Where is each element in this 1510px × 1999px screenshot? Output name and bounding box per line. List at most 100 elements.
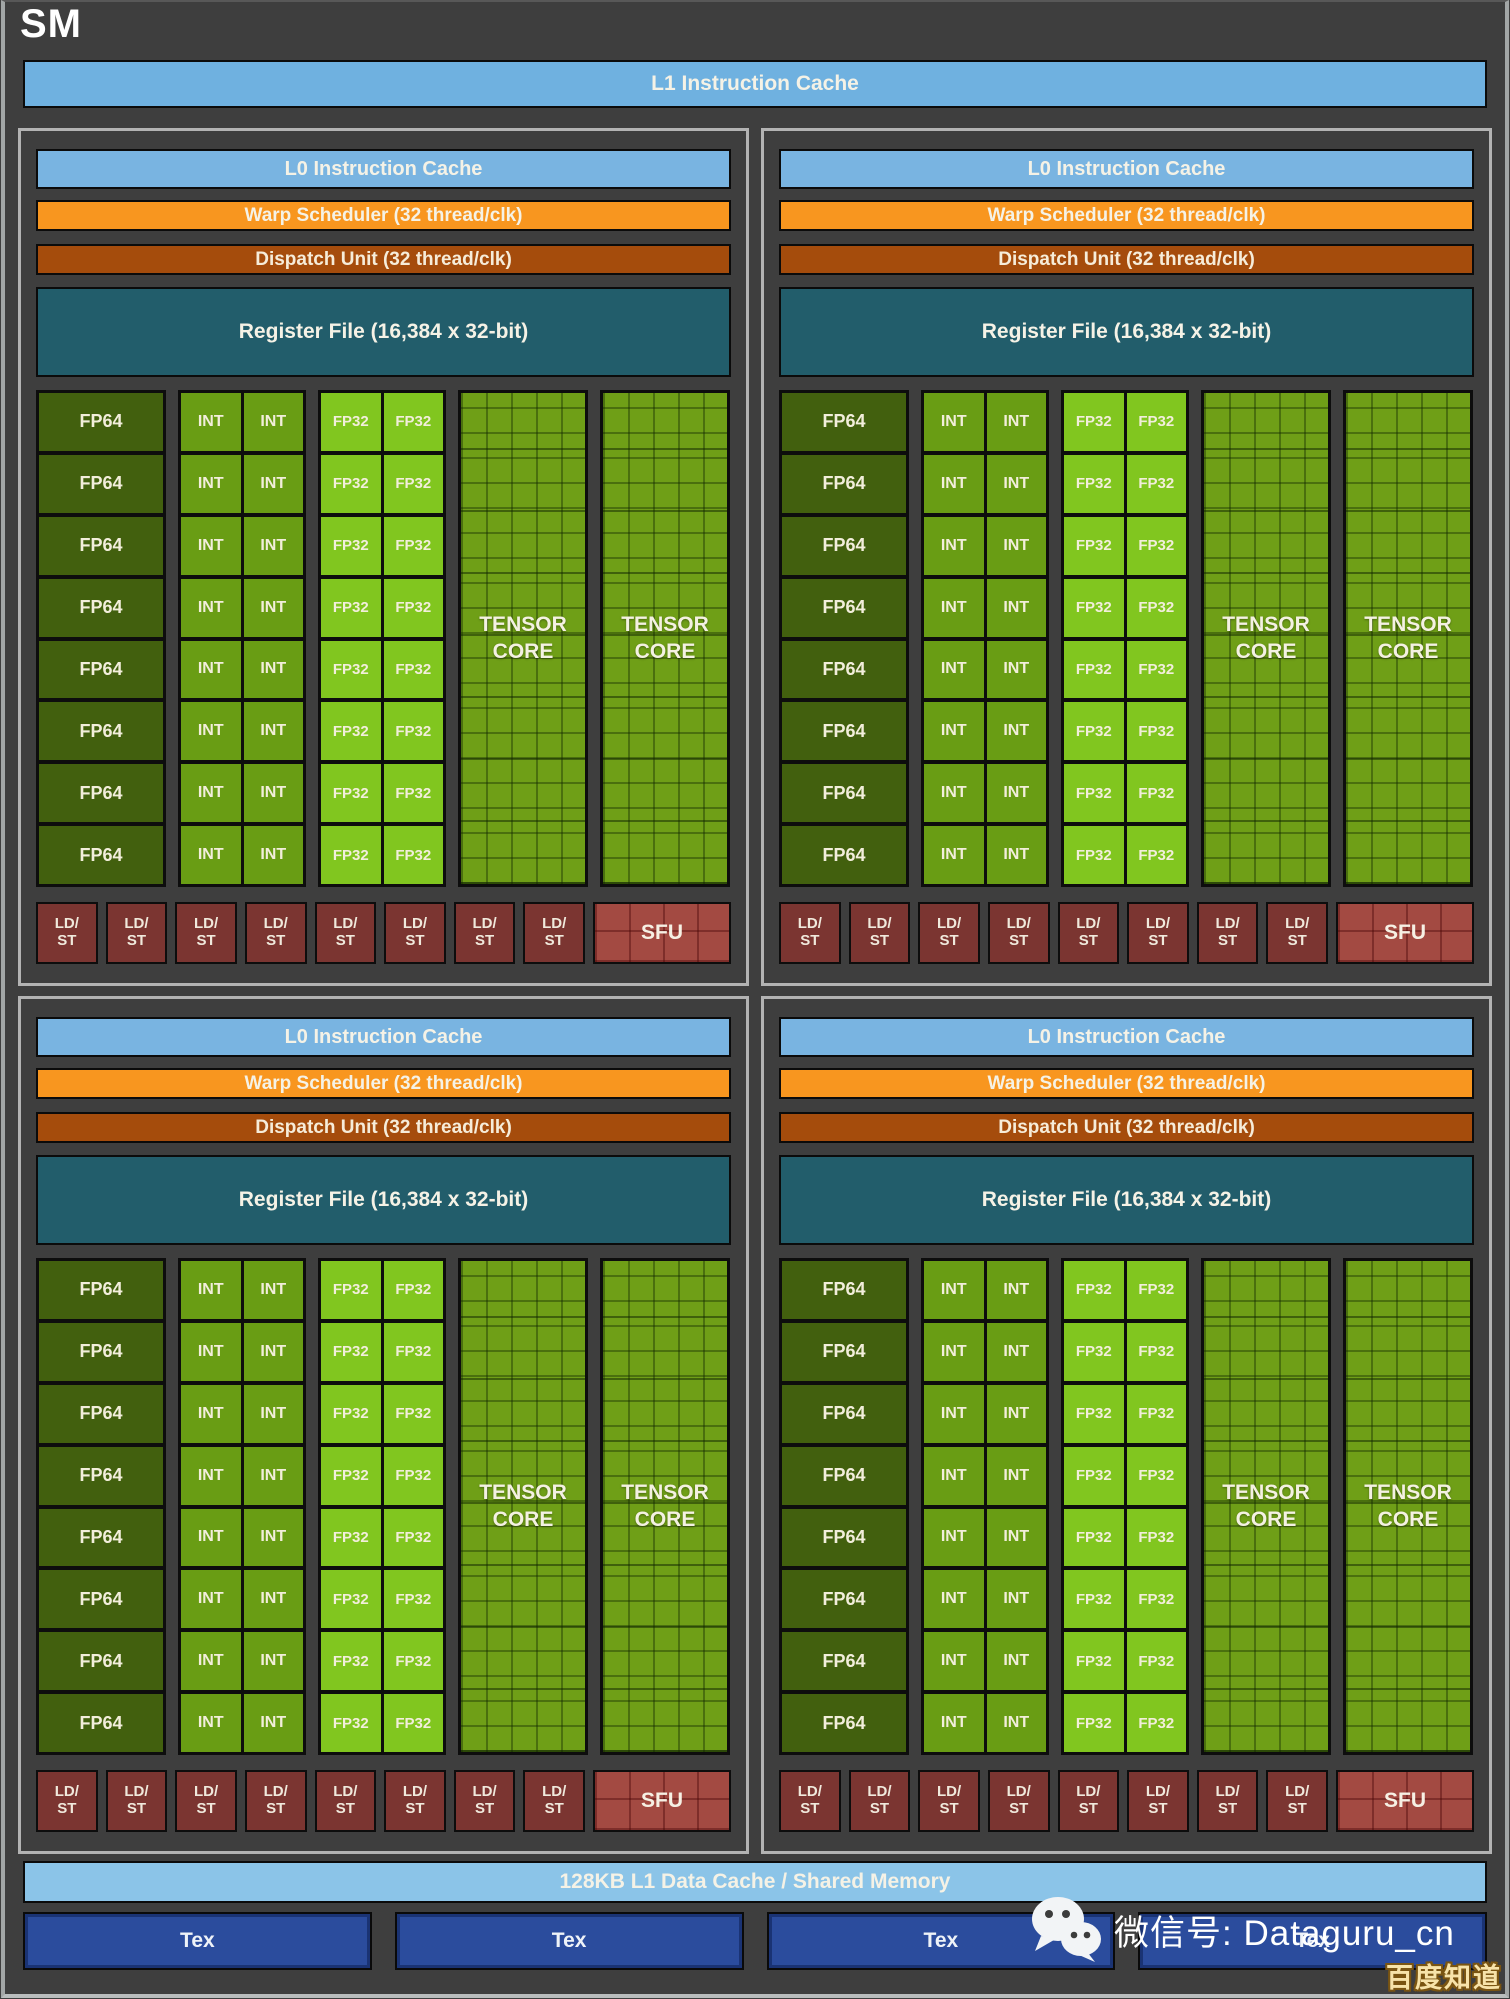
ldst-label-line1: LD/ <box>936 1783 962 1801</box>
sfu-label: SFU <box>641 1789 683 1812</box>
ldst-label-line1: LD/ <box>124 1783 149 1801</box>
ldst-label-line1: LD/ <box>542 1783 567 1801</box>
l1-instruction-cache: L1 Instruction Cache <box>23 60 1487 108</box>
ldst-label-line1: LD/ <box>402 915 428 933</box>
fp32-columns: FP32 FP32 FP32 FP32 FP32 FP32 FP32 FP32 FP32 FP32… <box>318 1258 446 1755</box>
ldst-unit: LD/ST <box>1266 1770 1328 1832</box>
fp32-core: FP32 <box>1064 826 1124 884</box>
page-title: SM <box>20 2 82 46</box>
fp64-core: FP64 <box>782 393 906 451</box>
ldst-label-line2: ST <box>869 1800 890 1817</box>
core-grid: FP64 FP64 FP64 FP64 FP64 FP64 FP64 FP64 INT INT I… <box>36 390 731 887</box>
fp32-core: FP32 <box>1126 454 1186 513</box>
ldst-label-line1: LD/ <box>1145 1783 1171 1801</box>
int-core: INT <box>924 454 984 513</box>
ldst-unit: LD/ST <box>384 1770 446 1832</box>
int-core: INT <box>243 826 303 884</box>
ldst-unit: LD/ST <box>244 902 307 964</box>
tensor-core-label: TENSOR CORE <box>1222 613 1310 663</box>
fp32-core: FP32 <box>1126 578 1186 637</box>
ldst-label-line1: LD/ <box>333 1783 358 1801</box>
fp64-core: FP64 <box>39 578 163 637</box>
wechat-icon <box>1028 1894 1104 1967</box>
fp32-core: FP32 <box>1126 393 1186 451</box>
fp64-column: FP64 FP64 FP64 FP64 FP64 FP64 FP64 FP64 <box>36 390 166 887</box>
dispatch-unit: Dispatch Unit (32 thread/clk) <box>36 1112 731 1143</box>
ldst-label-line2: ST <box>1287 932 1307 949</box>
ldst-sfu-row: LD/ST LD/ST LD/ST LD/ST LD/ST LD/ST LD/ST LD/ST… <box>779 902 1474 964</box>
fp32-core: FP32 <box>1064 1694 1124 1752</box>
ldst-label-line1: LD/ <box>1145 915 1171 933</box>
int-core: INT <box>986 702 1046 761</box>
int-core: INT <box>986 1261 1046 1319</box>
fp32-core: FP32 <box>321 640 381 699</box>
fp64-core: FP64 <box>39 393 163 451</box>
fp32-core: FP32 <box>1064 578 1124 637</box>
ldst-label-line1: LD/ <box>333 915 358 933</box>
ldst-cells: LD/ST LD/ST LD/ST LD/ST LD/ST LD/ST LD/ST LD/ST <box>36 902 585 964</box>
int-core: INT <box>924 393 984 451</box>
tensor-core-block: TENSOR CORE <box>600 390 730 887</box>
tensor-core-block: TENSOR CORE <box>458 390 588 887</box>
ldst-label-line2: ST <box>57 1800 77 1817</box>
ldst-unit: LD/ST <box>175 902 237 964</box>
fp32-core: FP32 <box>383 1632 443 1691</box>
ldst-unit: LD/ST <box>848 902 911 964</box>
int-columns: INT INT INT INT INT INT INT INT INT INT INT INT INT I… <box>178 1258 306 1755</box>
wechat-id-text: 微信号: Dataguru_cn <box>1114 1914 1455 1953</box>
fp32-core: FP32 <box>321 1261 381 1319</box>
int-core: INT <box>986 1632 1046 1691</box>
int-core: INT <box>181 1570 241 1629</box>
int-core: INT <box>924 702 984 761</box>
fp32-columns: FP32 FP32 FP32 FP32 FP32 FP32 FP32 FP32 FP32 FP32… <box>318 390 446 887</box>
ldst-label-line1: LD/ <box>472 1783 497 1801</box>
int-core: INT <box>243 1446 303 1505</box>
fp32-core: FP32 <box>1064 1632 1124 1691</box>
register-file-label: Register File (16,384 x 32-bit) <box>238 1188 529 1211</box>
fp32-core: FP32 <box>321 826 381 884</box>
int-core: INT <box>924 1446 984 1505</box>
fp64-core: FP64 <box>782 578 906 637</box>
tensor-core-label: TENSOR CORE <box>1222 1481 1310 1531</box>
sfu-block: SFU <box>593 902 731 964</box>
ldst-label-line2: ST <box>1148 932 1168 949</box>
fp32-core: FP32 <box>321 393 381 451</box>
ldst-unit: LD/ST <box>1057 1770 1120 1832</box>
fp64-core: FP64 <box>39 764 163 823</box>
ldst-label-line2: ST <box>1078 1800 1098 1817</box>
sm-partition: L0 Instruction Cache Warp Scheduler (32 … <box>18 996 749 1854</box>
int-core: INT <box>243 1384 303 1443</box>
dispatch-unit: Dispatch Unit (32 thread/clk) <box>779 244 1474 275</box>
fp32-core: FP32 <box>321 764 381 823</box>
ldst-label-line1: LD/ <box>797 915 822 933</box>
tensor-core-block: TENSOR CORE <box>1343 1258 1473 1755</box>
int-core: INT <box>181 1694 241 1752</box>
int-core: INT <box>243 454 303 513</box>
ldst-unit: LD/ST <box>1196 1770 1259 1832</box>
fp32-core: FP32 <box>1126 1694 1186 1752</box>
fp64-core: FP64 <box>39 516 163 575</box>
ldst-unit: LD/ST <box>1127 1770 1189 1832</box>
ldst-label-line2: ST <box>335 1800 355 1817</box>
tex-unit: Tex <box>23 1912 372 1970</box>
ldst-label-line2: ST <box>544 1800 564 1817</box>
ldst-label-line2: ST <box>335 932 355 949</box>
int-core: INT <box>924 1384 984 1443</box>
fp32-core: FP32 <box>383 1446 443 1505</box>
fp32-core: FP32 <box>383 1694 443 1752</box>
ldst-cells: LD/ST LD/ST LD/ST LD/ST LD/ST LD/ST LD/ST LD/ST <box>779 902 1328 964</box>
tensor-core-block: TENSOR CORE <box>458 1258 588 1755</box>
dispatch-unit: Dispatch Unit (32 thread/clk) <box>779 1112 1474 1143</box>
ldst-label-line2: ST <box>474 1800 495 1817</box>
int-core: INT <box>181 826 241 884</box>
ldst-label-line2: ST <box>57 932 77 949</box>
fp32-core: FP32 <box>383 1261 443 1319</box>
fp32-core: FP32 <box>1126 826 1186 884</box>
int-core: INT <box>924 1508 984 1567</box>
fp32-core: FP32 <box>1064 764 1124 823</box>
l1-instruction-cache-label: L1 Instruction Cache <box>651 72 859 95</box>
fp32-core: FP32 <box>383 826 443 884</box>
fp32-core: FP32 <box>1064 640 1124 699</box>
int-core: INT <box>986 1694 1046 1752</box>
